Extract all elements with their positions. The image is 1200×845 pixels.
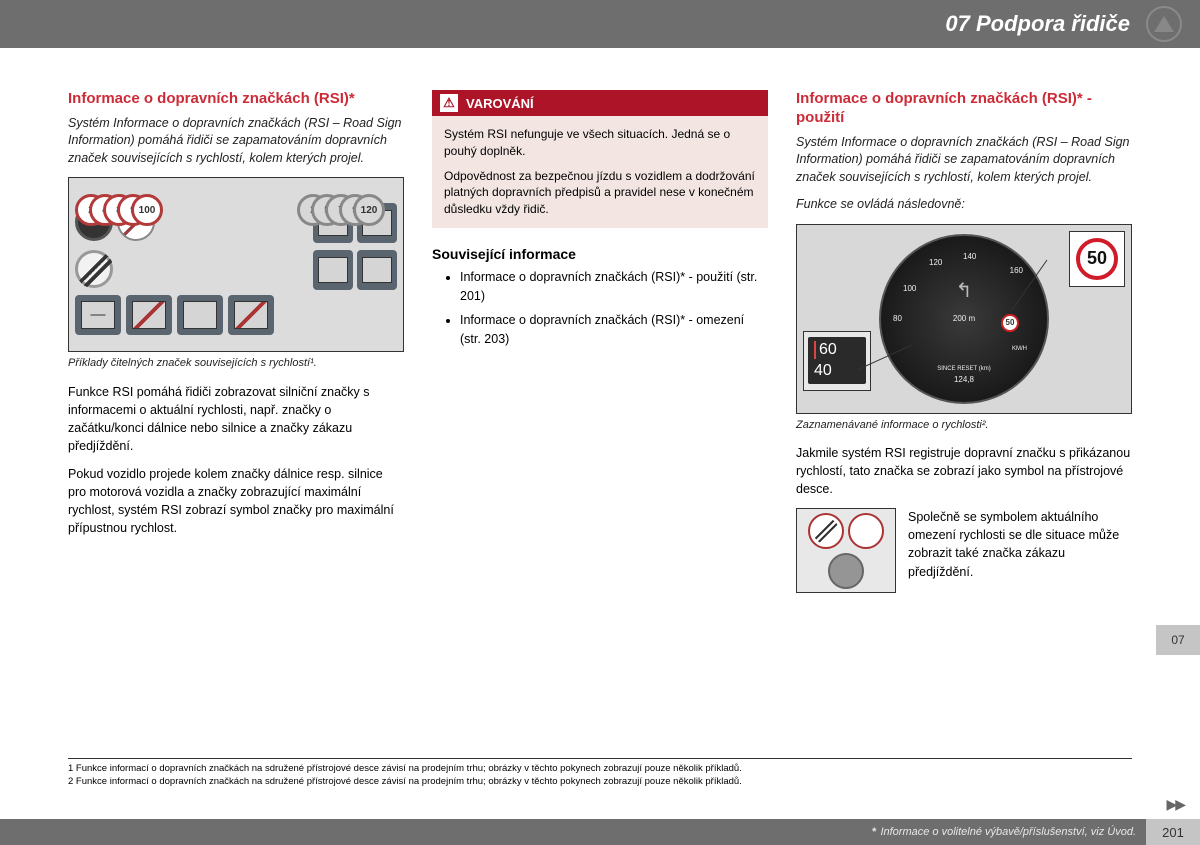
diagonal-sign [75, 250, 113, 288]
footnote-1: 1 Funkce informací o dopravních značkách… [68, 763, 1132, 776]
nav-arrow-icon: ↰ [956, 278, 973, 303]
col1-p2: Pokud vozidlo projede kolem značky dálni… [68, 465, 404, 538]
warning-header: ⚠ VAROVÁNÍ [432, 90, 768, 116]
footnotes: 1 Funkce informací o dopravních značkách… [68, 758, 1132, 789]
warning-body: Systém RSI nefunguje ve všech situacích.… [432, 116, 768, 228]
related-item: Informace o dopravních značkách (RSI)* -… [460, 268, 768, 306]
col1-title: Informace o dopravních značkách (RSI)* [68, 90, 404, 109]
related-item: Informace o dopravních značkách (RSI)* -… [460, 311, 768, 349]
cars-sign [828, 553, 864, 589]
speedometer: 80 100 120 140 160 200 m KM/H SINCE RESE… [879, 234, 1049, 404]
highway-end-sign [126, 295, 172, 335]
column-2: ⚠ VAROVÁNÍ Systém RSI nefunguje ve všech… [432, 90, 768, 593]
col3-intro2: Funkce se ovládá následovně: [796, 196, 1132, 214]
chapter-side-tab: 07 [1156, 625, 1200, 655]
related-info-list: Informace o dopravních značkách (RSI)* -… [432, 268, 768, 355]
header-warning-icon [1146, 6, 1182, 42]
column-3: Informace o dopravních značkách (RSI)* -… [796, 90, 1132, 593]
figure-overtaking-signs [796, 508, 896, 593]
footer-text: *Informace o volitelné výbavě/příslušens… [872, 826, 1136, 838]
figure-traffic-signs: 2 4 8 9 100 2 5 7 9 120 50 [68, 177, 404, 352]
inline-figure-row: Společně se symbolem aktuálního omezení … [796, 508, 1132, 593]
mini-50-sign: 50 [1001, 314, 1019, 332]
warning-label: VAROVÁNÍ [466, 96, 534, 111]
car-sign [177, 295, 223, 335]
footer-bar: *Informace o volitelné výbavě/příslušens… [0, 819, 1200, 845]
col1-intro: Systém Informace o dopravních značkách (… [68, 115, 404, 168]
footnote-2: 2 Funkce informací o dopravních značkách… [68, 776, 1132, 789]
column-1: Informace o dopravních značkách (RSI)* S… [68, 90, 404, 593]
sign-circle: 100 [131, 194, 163, 226]
info-sign [313, 250, 353, 290]
speed-50-circle: 50 [1076, 238, 1118, 280]
callout-50-sign: 50 [1069, 231, 1125, 287]
no-overtake-end-sign [808, 513, 844, 549]
col3-intro: Systém Informace o dopravních značkách (… [796, 134, 1132, 187]
content-grid: Informace o dopravních značkách (RSI)* S… [68, 90, 1132, 593]
sign-circle-gray: 120 [353, 194, 385, 226]
warning-triangle-icon: ⚠ [440, 94, 458, 112]
highway-sign: ═══ [75, 295, 121, 335]
info-sign [357, 250, 397, 290]
warning-p2: Odpovědnost za bezpečnou jízdu s vozidle… [444, 168, 756, 218]
col3-p1: Jakmile systém RSI registruje dopravní z… [796, 444, 1132, 498]
page-number: 201 [1146, 819, 1200, 845]
warning-box: ⚠ VAROVÁNÍ Systém RSI nefunguje ve všech… [432, 90, 768, 228]
figure1-caption: Příklady čitelných značek souvisejících … [68, 356, 404, 370]
col1-p1: Funkce RSI pomáhá řidiči zobrazovat siln… [68, 383, 404, 456]
col3-title: Informace o dopravních značkách (RSI)* -… [796, 90, 1132, 128]
col3-p2: Společně se symbolem aktuálního omezení … [908, 508, 1132, 581]
related-info-heading: Související informace [432, 246, 768, 262]
warning-p1: Systém RSI nefunguje ve všech situacích.… [444, 126, 756, 160]
footer-star: * [872, 826, 876, 838]
chapter-title: 07 Podpora řidiče [945, 11, 1130, 37]
continue-arrows-icon: ▶▶ [1166, 796, 1184, 813]
no-overtake-sign [848, 513, 884, 549]
callout-speed-zoom: 60 40 [803, 331, 871, 391]
figure2-caption: Zaznamenávané informace o rychlosti². [796, 418, 1132, 432]
figure-dashboard: 80 100 120 140 160 200 m KM/H SINCE RESE… [796, 224, 1132, 414]
car-end-sign [228, 295, 274, 335]
header-bar: 07 Podpora řidiče [0, 0, 1200, 48]
